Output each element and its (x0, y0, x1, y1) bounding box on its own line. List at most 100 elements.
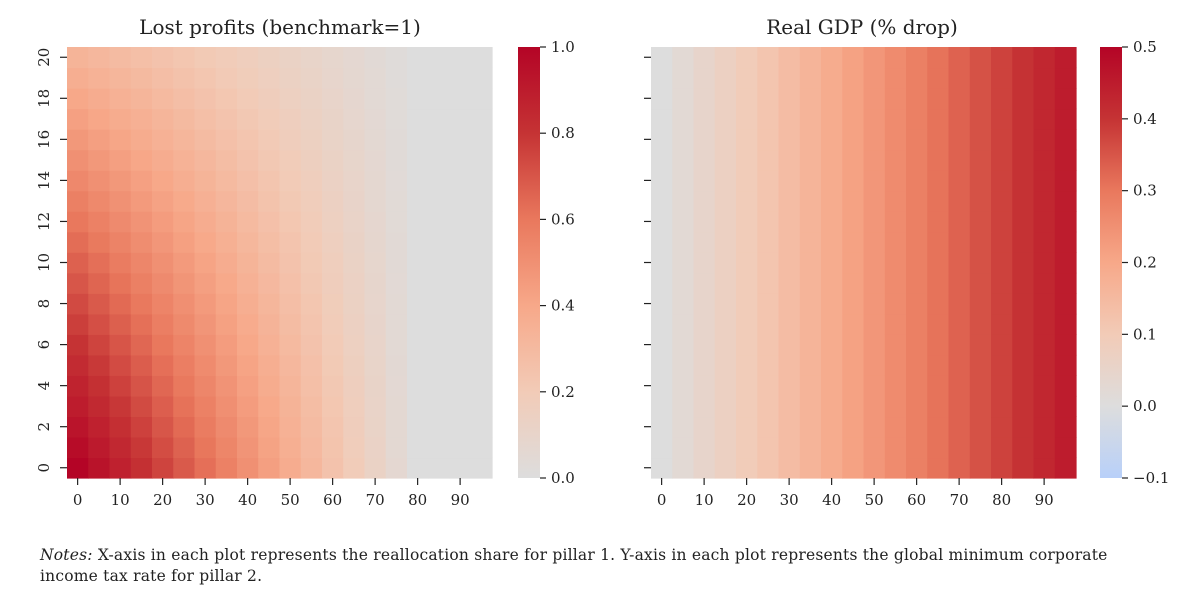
heatmap-cell (693, 313, 716, 335)
heatmap-cell (173, 416, 196, 438)
heatmap-cell (152, 170, 174, 192)
heatmap-cell (672, 252, 695, 274)
x-tick-label: 80 (992, 491, 1011, 509)
heatmap-cell (258, 354, 281, 376)
heatmap-cell (884, 252, 907, 274)
heatmap-cell (258, 149, 281, 171)
heatmap-cell (279, 395, 302, 418)
heatmap-cell (821, 416, 843, 438)
y-tick-label: 14 (35, 171, 53, 190)
heatmap-cell (364, 252, 387, 274)
heatmap-cell (863, 149, 886, 171)
heatmap-cell (969, 375, 992, 397)
heatmap-cell (173, 436, 196, 459)
heatmap-cell (714, 129, 737, 151)
y-tick-label: 0 (35, 463, 53, 473)
heatmap-cell (385, 375, 408, 397)
heatmap-cell (714, 334, 737, 356)
heatmap-cell (173, 47, 196, 69)
heatmap-cell (470, 252, 493, 274)
heatmap-cell (130, 436, 153, 459)
heatmap-cell (948, 88, 971, 110)
heatmap-cell (470, 272, 493, 294)
heatmap-cell (194, 436, 217, 459)
heatmap-cell (343, 170, 366, 192)
heatmap-cell (385, 354, 408, 376)
heatmap-cell (194, 395, 217, 418)
heatmap-cell (215, 416, 238, 438)
heatmap-cell (67, 108, 89, 130)
heatmap-cell (279, 211, 302, 233)
heatmap-cell (130, 149, 153, 171)
heatmap-cell (237, 457, 259, 479)
heatmap-cell (88, 272, 111, 294)
heatmap-cell (258, 47, 281, 69)
heatmap-cell (884, 436, 907, 459)
heatmap-cell (385, 88, 408, 110)
heatmap-cell (194, 457, 217, 479)
colorbar-tick-label: 0.2 (551, 383, 575, 401)
heatmap-cell (842, 293, 865, 315)
heatmap-cell (88, 231, 111, 253)
heatmap-cell (237, 67, 259, 89)
heatmap-cell (237, 170, 259, 192)
heatmap-cell (407, 190, 429, 212)
heatmap-cell (884, 231, 907, 253)
heatmap-cell (385, 47, 408, 69)
heatmap-cell (693, 67, 716, 89)
heatmap-cell (991, 47, 1013, 69)
heatmap-cell (300, 211, 323, 233)
heatmap-cell (152, 211, 174, 233)
heatmap-cell (799, 334, 822, 356)
heatmap-cell (1054, 375, 1077, 397)
x-tick-label: 70 (366, 491, 385, 509)
heatmap-cell (88, 108, 111, 130)
heatmap-cell (152, 395, 174, 418)
heatmap-cell (736, 375, 758, 397)
heatmap-cell (714, 149, 737, 171)
heatmap-cell (449, 67, 472, 89)
heatmap-cell (799, 190, 822, 212)
heatmap-cell (279, 252, 302, 274)
heatmap-cell (991, 354, 1013, 376)
heatmap-cell (991, 88, 1013, 110)
x-tick-label: 50 (865, 491, 884, 509)
heatmap-cell (842, 436, 865, 459)
heatmap-cell (906, 375, 928, 397)
heatmap-cell (364, 436, 387, 459)
heatmap-cell (778, 67, 801, 89)
heatmap-cell (969, 231, 992, 253)
heatmap-cell (736, 436, 758, 459)
heatmap-cell (799, 211, 822, 233)
heatmap-cell (927, 457, 950, 479)
heatmap-cell (1012, 211, 1035, 233)
heatmap-cell (364, 416, 387, 438)
heatmap-cell (152, 231, 174, 253)
heatmap-cell (693, 354, 716, 376)
heatmap-cell (385, 334, 408, 356)
heatmap-cell (884, 313, 907, 335)
heatmap-cell (88, 354, 111, 376)
heatmap-cell (215, 231, 238, 253)
heatmap-cell (736, 272, 758, 294)
heatmap-cell (364, 149, 387, 171)
heatmap-cell (736, 252, 758, 274)
notes-label: Notes: (40, 546, 93, 564)
heatmap-cell (757, 334, 780, 356)
heatmap-cell (88, 457, 111, 479)
heatmap-cell (757, 47, 780, 69)
heatmap-cell (152, 272, 174, 294)
heatmap-cell (88, 375, 111, 397)
y-tick-label: 2 (35, 422, 53, 432)
heatmap-cell (194, 375, 217, 397)
heatmap-cell (1033, 231, 1056, 253)
heatmap-cell (237, 88, 259, 110)
heatmap-cell (322, 88, 344, 110)
heatmap-cell (778, 108, 801, 130)
y-tick-label: 4 (35, 381, 53, 391)
heatmap-cell (194, 108, 217, 130)
heatmap-cell (757, 436, 780, 459)
heatmap-cell (428, 313, 451, 335)
heatmap-cell (428, 170, 451, 192)
heatmap-cell (470, 67, 493, 89)
